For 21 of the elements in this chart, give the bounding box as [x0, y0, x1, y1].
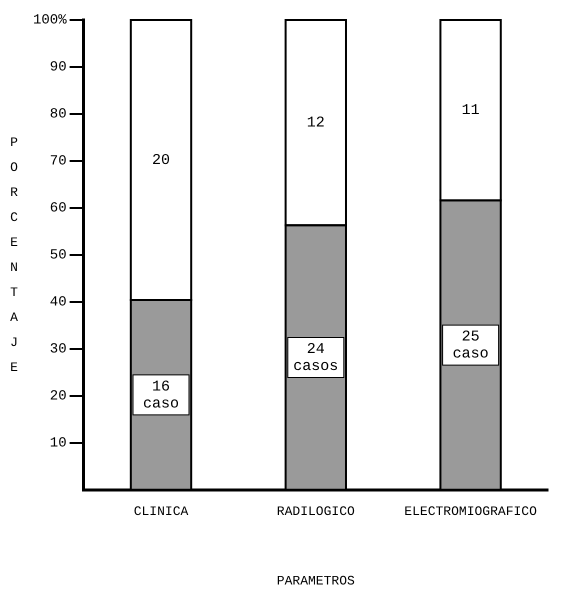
annotation: 16 caso	[142, 378, 180, 412]
annotation: 24 casos	[293, 341, 338, 376]
y-tick-label: 30	[50, 342, 67, 358]
y-tick-label: 40	[50, 294, 67, 311]
annotation: 11	[462, 102, 480, 120]
y-tick-label: 60	[50, 200, 67, 217]
y-tick-label: 50	[50, 248, 67, 264]
y-tick-label: 10	[50, 436, 67, 452]
annotation: 20	[152, 152, 170, 169]
x-tick-label: CLINICA	[134, 504, 189, 520]
y-tick-label: 90	[50, 60, 67, 76]
y-tick-label: 70	[50, 154, 67, 170]
text: PORCENTAJE	[10, 134, 18, 375]
annotation: 25 caso	[452, 328, 489, 363]
annotation: 12	[306, 114, 325, 132]
x-tick-label: RADILOGICO	[276, 504, 356, 520]
y-tick-label: 20	[50, 388, 67, 405]
x-tick-label: ELECTROMIOGRAFICO	[404, 504, 538, 520]
x-axis-title: PARAMETROS	[276, 574, 356, 589]
y-tick-label: 100%	[32, 12, 68, 29]
y-tick-label: 80	[50, 106, 67, 123]
